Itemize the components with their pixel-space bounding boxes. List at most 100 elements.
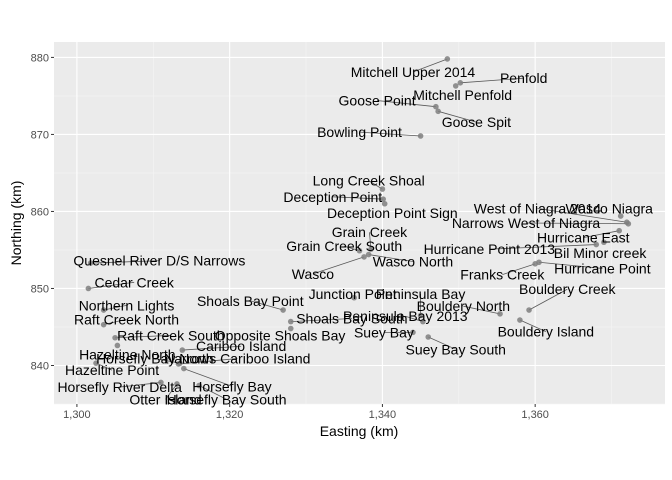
data-point (287, 325, 294, 332)
data-point (114, 342, 121, 349)
point-label: Otter Island (129, 391, 201, 407)
data-point (381, 200, 388, 207)
data-point (100, 321, 107, 328)
data-point (601, 239, 607, 246)
data-point (365, 251, 372, 258)
data-point (356, 247, 363, 254)
label-segment (119, 382, 161, 388)
point-label: Grain Creek South (286, 238, 402, 254)
data-point (112, 334, 118, 341)
label-segment (537, 207, 627, 223)
data-point (593, 241, 600, 248)
label-segment (460, 77, 524, 84)
y-axis-ticks: 840 850 860 870 880 (31, 52, 54, 372)
x-axis-title: Easting (km) (320, 423, 399, 439)
y-tick-label: 850 (31, 283, 49, 295)
label-segment (165, 383, 178, 400)
data-point (287, 318, 294, 325)
data-point (433, 103, 439, 110)
data-point (625, 220, 632, 227)
point-label: Hazeltine North (79, 347, 176, 363)
label-segment (538, 261, 603, 269)
data-point (87, 260, 94, 266)
point-label: Wasco North (373, 254, 453, 270)
label-segment (198, 385, 227, 400)
label-segment (583, 230, 620, 239)
point-label: Hurricane Point (554, 260, 651, 276)
point-label: Northern Lights (79, 297, 175, 313)
y-tick-label: 840 (31, 360, 49, 372)
point-label: Grain Creek (332, 224, 408, 240)
point-label: Bouldery North (417, 298, 510, 314)
point-label: Horsefly Bay South (167, 391, 287, 407)
data-points (85, 56, 632, 389)
label-segment (463, 305, 501, 315)
data-point (280, 307, 286, 313)
point-label: Raft Creek North (74, 311, 179, 327)
point-label: Wasco Niagra (566, 200, 654, 216)
y-tick-label: 880 (31, 52, 49, 64)
data-point (181, 365, 187, 372)
label-segment (312, 256, 365, 275)
x-tick-label: 1,320 (216, 409, 244, 421)
point-label: Horsefly River Delta (57, 379, 182, 395)
data-point (452, 83, 459, 89)
label-segment (103, 305, 127, 311)
point-label: Narrows Cariboo Island (164, 351, 310, 367)
label-segment (290, 318, 352, 322)
data-point (497, 311, 503, 317)
data-point (158, 379, 164, 386)
point-label: Bowling Point (317, 124, 402, 140)
label-segment (182, 345, 242, 351)
x-tick-label: 1,340 (369, 409, 397, 421)
data-point (616, 227, 622, 234)
point-label: Deception Point (283, 189, 382, 205)
label-segment (428, 336, 456, 350)
point-label: Raft Creek South (117, 327, 224, 343)
point-label: Quesnel River D/S Narrows (73, 253, 245, 269)
data-point (85, 285, 92, 292)
data-point (417, 312, 424, 319)
point-label: Bouldery Creek (519, 281, 616, 297)
point-label: Cariboo Island (196, 338, 286, 354)
label-segment (90, 260, 160, 264)
point-label: Peninsula Bay 2013 (343, 308, 468, 324)
data-point (175, 361, 182, 367)
x-tick-label: 1,300 (63, 409, 91, 421)
label-segment (369, 232, 372, 250)
point-label: Wasco (292, 266, 334, 282)
label-segment (489, 244, 597, 250)
point-label: Mitchell Upper 2014 (351, 64, 476, 80)
data-point (526, 307, 532, 313)
label-segment (525, 222, 629, 225)
label-segment (154, 358, 181, 364)
data-point (444, 56, 451, 62)
label-segment (405, 315, 424, 322)
label-segment (178, 358, 238, 365)
point-label: Horsefly Bay North (96, 351, 213, 367)
point-label: West of Niagra 2014 (474, 200, 602, 216)
point-label: Bil Minor creek (554, 245, 648, 261)
data-point (351, 294, 357, 301)
label-segment (502, 263, 536, 275)
label-segment (528, 288, 568, 311)
data-point (380, 196, 386, 202)
data-point (417, 133, 424, 139)
point-label: Long Creek Shoal (313, 173, 425, 189)
data-point (435, 108, 441, 115)
label-segment (183, 368, 233, 387)
point-label: Narrows West of Niagra (452, 215, 601, 231)
point-label: Peninsula Bay (376, 286, 466, 302)
point-label: Deception Point Sign (327, 205, 458, 221)
label-segment (368, 254, 414, 262)
data-point (457, 80, 464, 86)
point-label: Hazeltine Point (65, 362, 159, 378)
point-label: Hurricane Point 2013 (424, 241, 556, 257)
label-segment (438, 110, 477, 123)
label-segment (103, 318, 127, 326)
point-label: Shoals Bay South (296, 311, 407, 327)
point-label: Cedar Creek (95, 274, 175, 290)
label-segment (359, 131, 421, 137)
data-point (368, 246, 374, 252)
